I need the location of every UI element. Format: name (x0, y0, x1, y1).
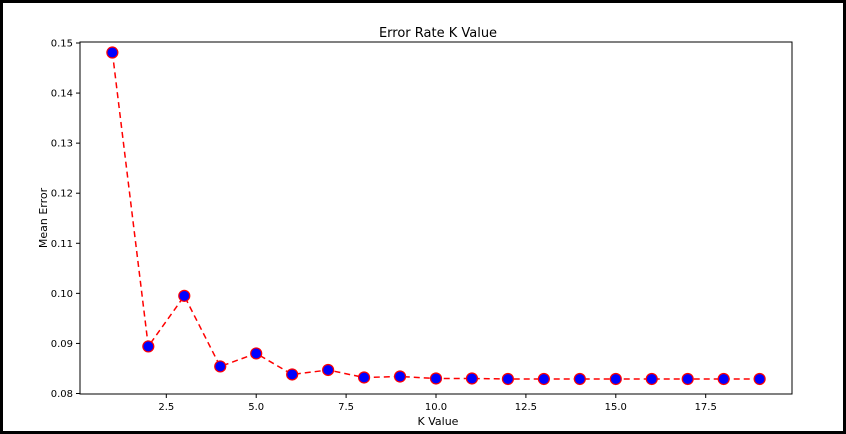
x-tick-label: 7.5 (338, 402, 354, 413)
plot-area (79, 41, 793, 395)
data-point (393, 370, 407, 383)
series-group (106, 46, 766, 386)
data-point (753, 372, 766, 386)
y-tick-label: 0.10 (51, 289, 73, 300)
data-point (573, 372, 586, 386)
y-tick-label: 0.08 (51, 389, 73, 400)
x-axis-ticks: 2.5 5.0 7.5 10.0 12.5 15.0 17.5 (158, 394, 717, 413)
data-point (501, 372, 515, 386)
data-point (465, 372, 479, 385)
data-point (178, 289, 191, 302)
data-point (645, 372, 658, 386)
data-point (250, 347, 263, 360)
y-tick-label: 0.09 (51, 339, 73, 350)
y-tick-label: 0.15 (51, 39, 73, 50)
x-tick-label: 10.0 (425, 402, 447, 413)
y-tick-label: 0.14 (51, 89, 73, 100)
y-tick-label: 0.12 (51, 189, 73, 200)
data-point (286, 368, 299, 381)
x-tick-label: 17.5 (695, 402, 717, 413)
x-tick-label: 5.0 (248, 402, 264, 413)
data-point (537, 372, 550, 386)
x-axis-label: K Value (418, 415, 459, 428)
data-point (214, 360, 227, 373)
series-line (111, 52, 760, 380)
data-point (609, 372, 622, 386)
data-point (681, 372, 694, 386)
data-point (357, 371, 371, 384)
y-tick-label: 0.11 (51, 239, 73, 250)
x-tick-label: 12.5 (515, 402, 537, 413)
x-tick-label: 15.0 (605, 402, 627, 413)
data-point (429, 372, 443, 385)
y-axis-ticks: 0.08 0.09 0.10 0.11 0.12 0.13 0.14 0.15 (51, 39, 80, 400)
chart-title: Error Rate K Value (379, 26, 497, 41)
data-point (717, 372, 730, 386)
y-tick-label: 0.13 (51, 139, 73, 150)
y-axis-label: Mean Error (37, 187, 50, 248)
data-point (106, 46, 119, 59)
x-tick-label: 2.5 (158, 402, 174, 413)
data-point (142, 340, 155, 353)
data-point (322, 363, 335, 377)
